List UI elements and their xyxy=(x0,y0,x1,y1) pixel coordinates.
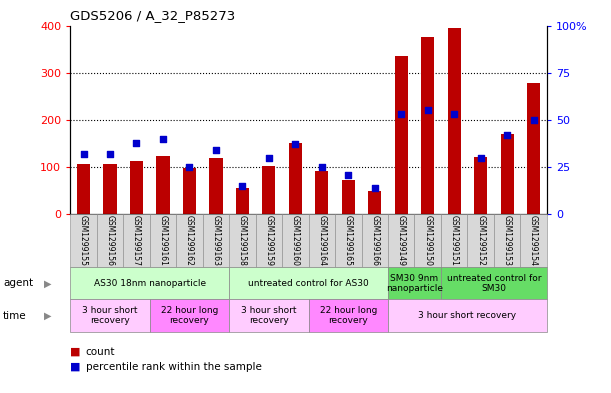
Text: ▶: ▶ xyxy=(44,310,51,321)
Point xyxy=(238,183,247,189)
Text: 22 hour long
recovery: 22 hour long recovery xyxy=(161,306,218,325)
Text: 3 hour short
recovery: 3 hour short recovery xyxy=(82,306,137,325)
Bar xyxy=(421,37,434,214)
Bar xyxy=(289,143,302,214)
Bar xyxy=(130,161,143,214)
Bar xyxy=(342,180,355,214)
Point xyxy=(370,185,379,191)
Text: GSM1299154: GSM1299154 xyxy=(529,215,538,266)
Text: percentile rank within the sample: percentile rank within the sample xyxy=(86,362,262,372)
Point xyxy=(158,136,168,142)
Text: ■: ■ xyxy=(70,347,81,357)
Text: untreated control for
SM30: untreated control for SM30 xyxy=(447,274,541,293)
Text: untreated control for AS30: untreated control for AS30 xyxy=(248,279,369,288)
Text: GSM1299158: GSM1299158 xyxy=(238,215,247,266)
Text: GSM1299156: GSM1299156 xyxy=(106,215,114,266)
Text: AS30 18nm nanoparticle: AS30 18nm nanoparticle xyxy=(93,279,206,288)
Bar xyxy=(368,191,381,214)
Text: GSM1299162: GSM1299162 xyxy=(185,215,194,266)
Text: SM30 9nm
nanoparticle: SM30 9nm nanoparticle xyxy=(386,274,443,293)
Text: count: count xyxy=(86,347,115,357)
Text: GSM1299157: GSM1299157 xyxy=(132,215,141,266)
Bar xyxy=(77,164,90,214)
Bar xyxy=(103,164,117,214)
Text: GSM1299150: GSM1299150 xyxy=(423,215,432,266)
Text: GSM1299163: GSM1299163 xyxy=(211,215,221,266)
Bar xyxy=(156,156,170,214)
Point xyxy=(317,164,327,170)
Text: GSM1299151: GSM1299151 xyxy=(450,215,459,266)
Bar xyxy=(447,28,461,214)
Bar xyxy=(236,188,249,214)
Text: agent: agent xyxy=(3,278,33,288)
Bar xyxy=(262,165,276,214)
Text: GSM1299166: GSM1299166 xyxy=(370,215,379,266)
Bar xyxy=(527,83,540,214)
Point xyxy=(264,154,274,161)
Text: 22 hour long
recovery: 22 hour long recovery xyxy=(320,306,377,325)
Point xyxy=(343,171,353,178)
Point xyxy=(529,117,538,123)
Text: GSM1299155: GSM1299155 xyxy=(79,215,88,266)
Bar xyxy=(395,56,408,214)
Point xyxy=(131,140,141,146)
Text: GSM1299160: GSM1299160 xyxy=(291,215,300,266)
Text: GSM1299161: GSM1299161 xyxy=(158,215,167,266)
Text: GSM1299159: GSM1299159 xyxy=(265,215,273,266)
Point xyxy=(211,147,221,153)
Text: ▶: ▶ xyxy=(44,278,51,288)
Text: 3 hour short
recovery: 3 hour short recovery xyxy=(241,306,296,325)
Bar xyxy=(209,158,222,214)
Bar xyxy=(500,134,514,214)
Text: GSM1299153: GSM1299153 xyxy=(503,215,511,266)
Point xyxy=(502,132,512,138)
Text: GSM1299152: GSM1299152 xyxy=(476,215,485,266)
Point xyxy=(79,151,89,157)
Text: ■: ■ xyxy=(70,362,81,372)
Point xyxy=(449,111,459,118)
Text: GSM1299149: GSM1299149 xyxy=(397,215,406,266)
Text: GSM1299165: GSM1299165 xyxy=(344,215,353,266)
Text: GSM1299164: GSM1299164 xyxy=(317,215,326,266)
Point xyxy=(290,141,300,147)
Text: 3 hour short recovery: 3 hour short recovery xyxy=(419,311,516,320)
Point xyxy=(423,107,433,114)
Bar xyxy=(183,169,196,214)
Point xyxy=(397,111,406,118)
Text: time: time xyxy=(3,310,27,321)
Bar xyxy=(315,171,329,214)
Point xyxy=(105,151,115,157)
Bar xyxy=(474,157,488,214)
Point xyxy=(476,154,486,161)
Text: GDS5206 / A_32_P85273: GDS5206 / A_32_P85273 xyxy=(70,9,235,22)
Point xyxy=(185,164,194,170)
